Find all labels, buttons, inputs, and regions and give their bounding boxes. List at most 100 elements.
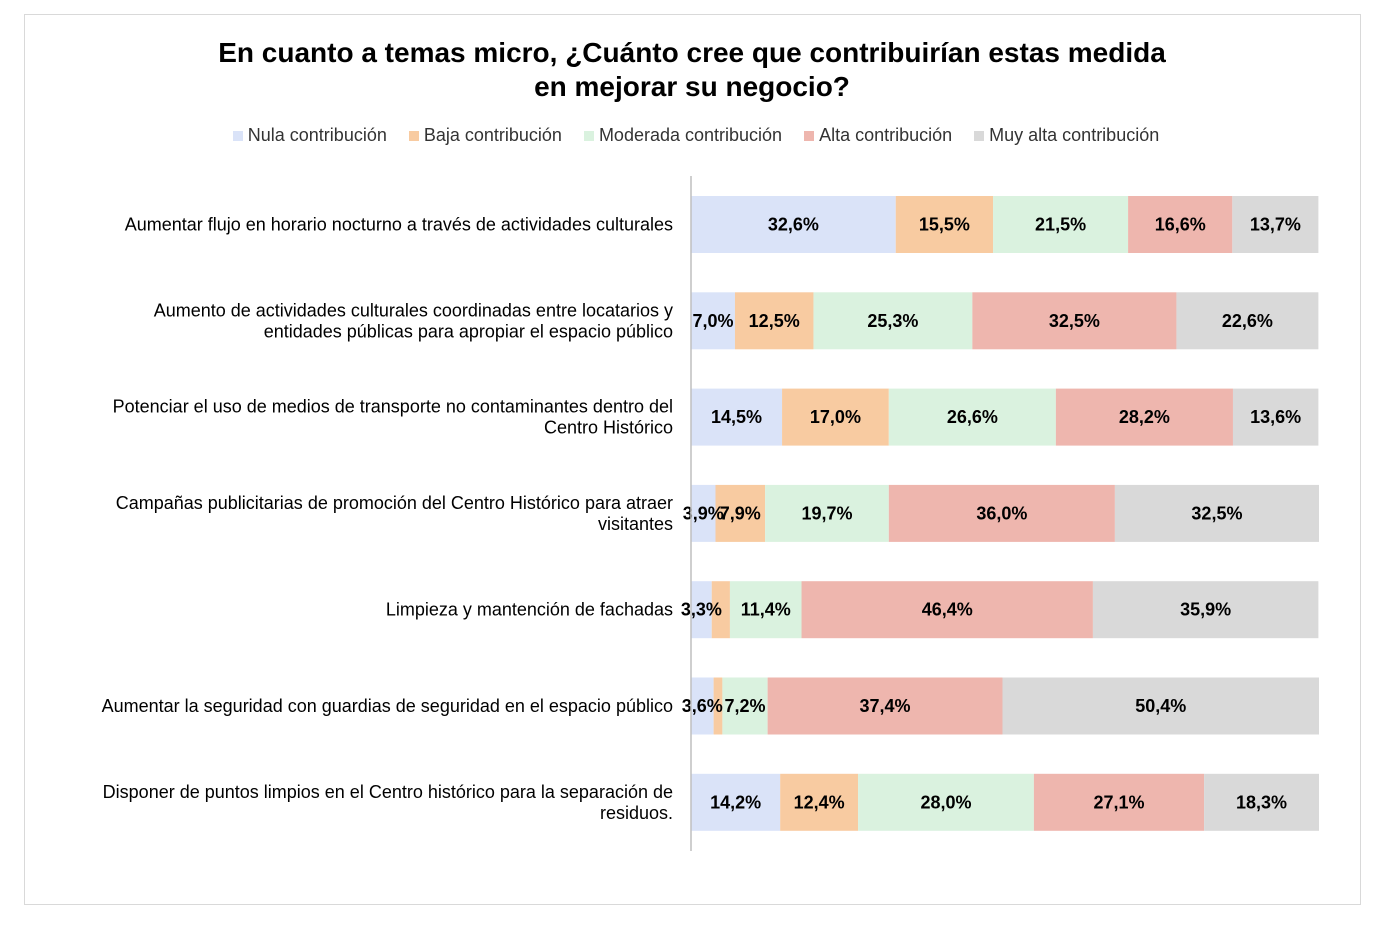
chart-title-line-1: En cuanto a temas micro, ¿Cuánto cree qu… [218, 37, 1166, 68]
legend-label: Muy alta contribución [989, 125, 1160, 145]
bar-segment [1128, 196, 1233, 253]
bar-segment [715, 484, 766, 542]
bar-segment [1204, 773, 1319, 831]
bar-segment [722, 677, 768, 735]
bar-segment [691, 484, 716, 542]
legend-swatch [408, 130, 419, 141]
data-label: 32,5% [1191, 503, 1242, 523]
category-label-line: Aumentar flujo en horario nocturno a tra… [125, 215, 673, 235]
legend-item-3: Moderada contribución [583, 125, 783, 146]
category-label-line: Limpieza y mantención de fachadas [386, 600, 673, 620]
bar-segment [711, 581, 730, 639]
data-label: 7,9% [720, 503, 761, 523]
bar-segment [1176, 292, 1319, 350]
data-label: 13,6% [1250, 407, 1301, 427]
bar-segment [1232, 388, 1319, 446]
category-label-line: visitantes [598, 514, 673, 534]
data-label: 32,6% [768, 215, 819, 235]
bar-segment [1232, 196, 1319, 253]
legend-item-5: Muy alta contribución [974, 125, 1159, 146]
legend-label: Baja contribución [423, 125, 562, 145]
category-label: Disponer de puntos limpios en el Centro … [103, 782, 673, 823]
chart-title-line-2: en mejorar su negocio? [534, 71, 850, 102]
bar-segment [1033, 773, 1205, 831]
data-label: 50,4% [1135, 696, 1186, 716]
legend-item-4: Alta contribución [804, 125, 952, 146]
legend-item-2: Baja contribución [408, 125, 562, 146]
legend-swatch [232, 130, 243, 141]
bar-segment [691, 196, 896, 253]
bar-segment [765, 484, 889, 542]
bar-segment [713, 677, 723, 735]
data-label: 13,7% [1250, 215, 1301, 235]
data-label: 3,6% [682, 696, 723, 716]
category-label-line: Campañas publicitarias de promoción del … [116, 493, 673, 513]
category-label-line: entidades públicas para apropiar el espa… [264, 321, 673, 341]
category-label: Limpieza y mantención de fachadas [386, 600, 673, 620]
data-label: 26,6% [947, 407, 998, 427]
bar-segment [729, 581, 802, 639]
data-label: 15,5% [919, 215, 970, 235]
data-label: 17,0% [810, 407, 861, 427]
data-label: 7,0% [692, 311, 733, 331]
category-label: Campañas publicitarias de promoción del … [116, 493, 673, 534]
data-label: 46,4% [922, 600, 973, 620]
bar-segment [1114, 484, 1319, 542]
bar-segment [1055, 388, 1233, 446]
data-label: 32,5% [1049, 311, 1100, 331]
data-label: 37,4% [860, 696, 911, 716]
data-label: 28,0% [920, 792, 971, 812]
legend-swatch [804, 130, 815, 141]
data-label: 12,5% [749, 311, 800, 331]
data-label: 3,3% [681, 600, 722, 620]
legend: Nula contribución Baja contribución Modera… [0, 125, 1392, 146]
category-label-line: Aumento de actividades culturales coordi… [154, 300, 673, 320]
bar-segment [691, 677, 714, 735]
legend-item-1: Nula contribución [232, 125, 387, 146]
category-label: Aumentar la seguridad con guardias de se… [102, 696, 673, 716]
data-label: 7,2% [724, 696, 765, 716]
category-label: Potenciar el uso de medios de transporte… [113, 397, 673, 438]
bar-segment [767, 677, 1003, 735]
data-label: 35,9% [1180, 600, 1231, 620]
data-label: 21,5% [1035, 215, 1086, 235]
data-label: 19,7% [801, 503, 852, 523]
legend-swatch [583, 130, 594, 141]
data-label: 14,5% [711, 407, 762, 427]
legend-swatch [974, 130, 985, 141]
legend-label: Alta contribución [819, 125, 953, 145]
category-label-line: Aumentar la seguridad con guardias de se… [102, 696, 673, 716]
bar-segment [1092, 581, 1319, 639]
bar-segment [858, 773, 1034, 831]
chart-frame [24, 14, 1361, 905]
data-label: 25,3% [867, 311, 918, 331]
bar-segment [691, 773, 781, 831]
category-label: Aumentar flujo en horario nocturno a tra… [125, 215, 673, 235]
bar-segment [895, 196, 994, 253]
data-label: 16,6% [1155, 215, 1206, 235]
bar-segment [782, 388, 889, 446]
bar-segment [888, 388, 1056, 446]
category-label-line: Potenciar el uso de medios de transporte… [113, 397, 673, 417]
data-label: 27,1% [1093, 792, 1144, 812]
data-label: 36,0% [976, 503, 1027, 523]
bar-segment [993, 196, 1129, 253]
bar-segment [691, 292, 735, 350]
legend-label: Nula contribución [247, 125, 387, 145]
data-label: 18,3% [1236, 792, 1287, 812]
bar-segment [1002, 677, 1319, 735]
bar-segment [888, 484, 1115, 542]
legend-label: Moderada contribución [598, 125, 783, 145]
bar-segment [734, 292, 814, 350]
chart-title: En cuanto a temas micro, ¿Cuánto cree qu… [0, 36, 1384, 104]
category-label-line: Centro Histórico [544, 418, 673, 438]
data-label: 3,9% [683, 503, 724, 523]
data-label: 11,4% [741, 600, 791, 620]
bar-segment [691, 388, 783, 446]
bar-segment [801, 581, 1093, 639]
data-label: 22,6% [1222, 311, 1273, 331]
bar-segment [691, 581, 712, 639]
data-label: 12,4% [794, 792, 845, 812]
category-label-line: residuos. [600, 803, 673, 823]
